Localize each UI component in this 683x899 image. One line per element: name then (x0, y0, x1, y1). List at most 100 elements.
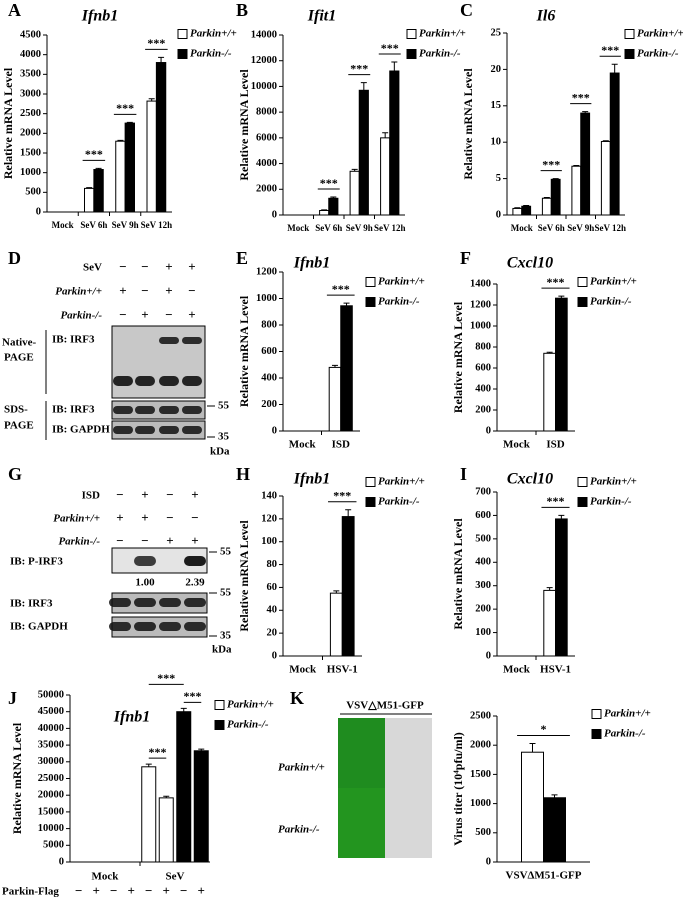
legend-label: Parkin-/- (590, 496, 632, 508)
blot-band (159, 406, 179, 414)
x-tick-label: Mock (92, 871, 120, 883)
bar (141, 766, 157, 863)
significance: *** (572, 90, 590, 104)
blot-band (113, 376, 133, 386)
x-tick-label: SeV 9h (112, 220, 139, 230)
ib-label: IB: IRF3 (52, 334, 95, 346)
legend-swatch (177, 49, 188, 59)
x-tick-label: SeV 12h (141, 220, 173, 230)
error-bar (382, 132, 389, 138)
y-tick-label: 140 (261, 490, 277, 501)
error-bar (163, 795, 170, 798)
y-tick-label: 50000 (38, 689, 64, 700)
condition-sign: + (141, 307, 148, 322)
x-tick-label: Mock (503, 664, 531, 676)
y-tick-label: 0 (496, 209, 501, 220)
legend-swatch (177, 29, 188, 39)
bar (93, 169, 104, 213)
x-tick-label: ISD (546, 439, 564, 451)
error-bar (546, 351, 553, 354)
bar (571, 165, 582, 216)
y-tick-label: 0 (272, 650, 277, 661)
blot-band (134, 622, 156, 631)
blot-band (135, 376, 155, 386)
error-bar (573, 164, 580, 167)
y-axis-label: Relative mRNA Level (10, 722, 24, 834)
y-tick-label: 0 (272, 425, 277, 436)
y-tick-label: 600 (475, 362, 491, 373)
blot-membrane (111, 420, 206, 440)
bar (555, 518, 568, 657)
y-axis-label: Relative mRNA Level (237, 520, 251, 632)
significance: *** (157, 671, 175, 685)
bar (543, 589, 556, 657)
y-tick-label: 2500 (20, 108, 41, 119)
y-tick-label: 40000 (38, 723, 64, 734)
significance: *** (149, 745, 167, 759)
panel-label: F (460, 248, 471, 268)
blot-band (134, 556, 156, 566)
condition-sign: + (188, 307, 195, 322)
bar (358, 89, 369, 216)
blot-band (182, 426, 202, 434)
y-tick-label: 100 (261, 536, 277, 547)
chart-title: Ifnb1 (293, 471, 330, 488)
x-tick-label: Mock (289, 439, 317, 451)
significance: *** (601, 43, 619, 57)
y-tick-label: 400 (475, 383, 491, 394)
blot-band (113, 406, 133, 414)
blot-band (135, 426, 155, 434)
error-bar (158, 56, 165, 63)
x-tick-label: SeV 12h (594, 223, 626, 233)
panel-label: H (236, 464, 250, 484)
panel-label: G (8, 464, 22, 484)
condition-sign: − (165, 307, 172, 322)
condition-sign: − (141, 283, 148, 298)
gel-label: Native- (2, 337, 37, 349)
legend-label: Parkin-/- (637, 48, 679, 60)
y-tick-label: 400 (475, 557, 491, 568)
x-tick-label: SeV 6h (538, 223, 565, 233)
y-tick-label: 45000 (38, 706, 64, 717)
y-tick-label: 10 (491, 137, 502, 148)
error-bar (321, 209, 328, 211)
unit-label: kDa (210, 446, 230, 458)
error-bar (558, 295, 565, 299)
error-bar (514, 207, 521, 209)
y-tick-label: 800 (475, 341, 491, 352)
condition-label: Parkin+/+ (55, 286, 102, 298)
legend-label: Parkin+/+ (590, 476, 637, 488)
bar (550, 178, 561, 216)
error-bar (351, 168, 358, 172)
y-tick-label: 4500 (20, 29, 41, 40)
y-tick-label: 30000 (38, 756, 64, 767)
y-tick-label: 0 (486, 650, 491, 661)
blot-band (134, 598, 156, 607)
y-tick-label: 600 (475, 510, 491, 521)
y-tick-label: 2000 (256, 184, 277, 195)
y-tick-label: 0 (36, 206, 41, 217)
y-tick-label: 600 (261, 346, 277, 357)
x-tick-label: Mock (511, 223, 533, 233)
legend-swatch (624, 49, 635, 59)
condition-sign: − (119, 259, 126, 274)
y-tick-label: 15 (491, 100, 502, 111)
legend-swatch (577, 277, 588, 287)
x-tick-label: HSV-1 (540, 664, 571, 676)
legend-swatch (591, 709, 602, 719)
y-tick-label: 300 (475, 580, 491, 591)
bar (543, 352, 556, 432)
x-tick-label: Mock (503, 439, 531, 451)
bar (328, 366, 342, 432)
y-tick-label: 25 (491, 27, 502, 38)
blot-band (159, 337, 179, 344)
error-bar (529, 742, 536, 753)
gel-label: PAGE (4, 420, 34, 432)
legend-swatch (577, 497, 588, 507)
legend-swatch (214, 720, 225, 730)
legend-label: Parkin-/- (378, 296, 420, 308)
y-tick-label: 500 (475, 533, 491, 544)
blot-band (184, 556, 206, 566)
flag-state: − (180, 883, 187, 898)
